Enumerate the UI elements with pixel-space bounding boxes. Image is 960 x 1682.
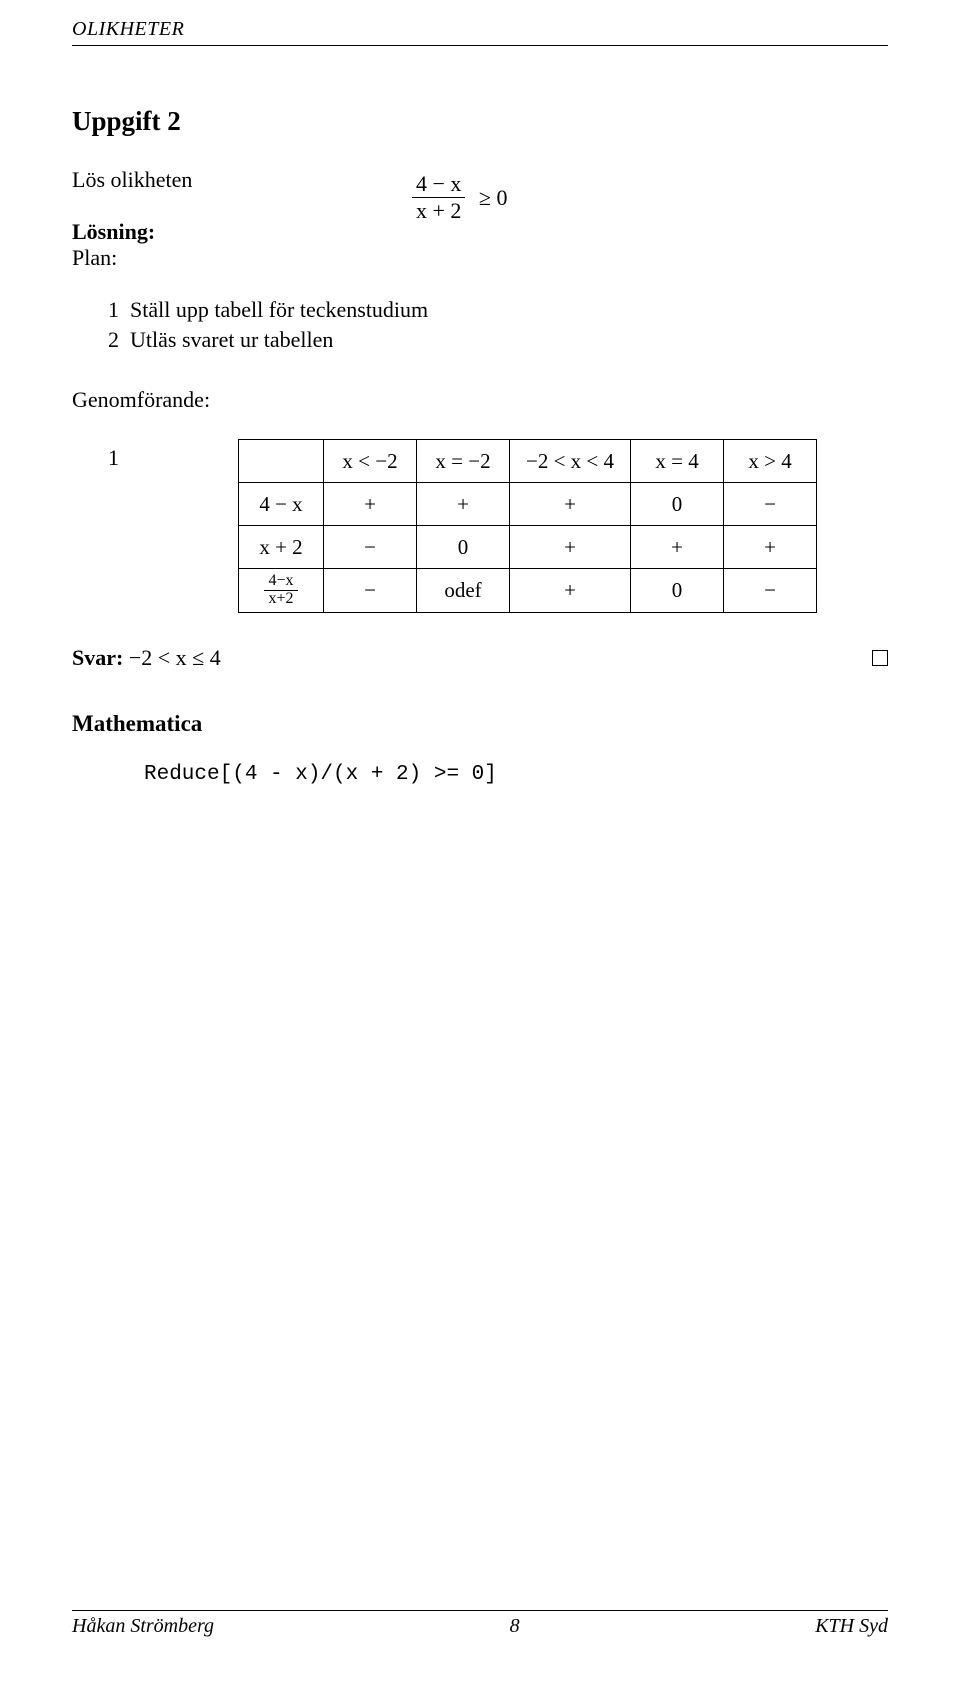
footer-author: Håkan Strömberg	[72, 1615, 214, 1638]
cell: 0	[631, 569, 724, 613]
table-row: 4 − x + + + 0 −	[239, 483, 817, 526]
qed-box-icon	[872, 650, 888, 666]
answer-expression: −2 < x ≤ 4	[129, 645, 221, 670]
problem-intro: Lös olikheten	[72, 167, 292, 193]
cell: +	[417, 483, 510, 526]
cell: +	[510, 526, 631, 569]
table-row: x + 2 − 0 + + +	[239, 526, 817, 569]
table-header-row: x < −2 x = −2 −2 < x < 4 x = 4 x > 4	[239, 440, 817, 483]
top-rule	[72, 45, 888, 46]
procedure-label: Genomförande:	[72, 387, 888, 413]
cell: 0	[417, 526, 510, 569]
cell: +	[510, 483, 631, 526]
plan-item: Utläs svaret ur tabellen	[130, 327, 333, 352]
row-label: x + 2	[239, 526, 324, 569]
cell: −	[724, 569, 817, 613]
cell: −	[324, 569, 417, 613]
sign-table: x < −2 x = −2 −2 < x < 4 x = 4 x > 4 4 −…	[238, 439, 817, 613]
footer-institution: KTH Syd	[815, 1615, 888, 1638]
running-head: OLIKHETER	[72, 18, 888, 43]
cell: +	[724, 526, 817, 569]
mathematica-heading: Mathematica	[72, 711, 888, 737]
cell: +	[631, 526, 724, 569]
solution-label: Lösning:	[72, 219, 155, 244]
cell: +	[510, 569, 631, 613]
cell: odef	[417, 569, 510, 613]
page-footer: Håkan Strömberg 8 KTH Syd	[72, 1610, 888, 1638]
bottom-rule	[72, 1610, 888, 1611]
col-header: x < −2	[324, 440, 417, 483]
cell: +	[324, 483, 417, 526]
code-line: Reduce[(4 - x)/(x + 2) >= 0]	[72, 763, 888, 786]
cell: 0	[631, 483, 724, 526]
formula-numerator: 4 − x	[412, 171, 465, 198]
col-header: x = 4	[631, 440, 724, 483]
plan-item: Ställ upp tabell för teckenstudium	[130, 297, 428, 322]
formula-relation: ≥ 0	[471, 185, 508, 211]
formula-denominator: x + 2	[412, 198, 465, 224]
exercise-title: Uppgift 2	[72, 106, 888, 137]
col-header: x = −2	[417, 440, 510, 483]
col-header: −2 < x < 4	[510, 440, 631, 483]
plan-list: 1Ställ upp tabell för teckenstudium 2Utl…	[72, 297, 888, 353]
row-label-fraction: 4−x x+2	[239, 569, 324, 613]
col-header: x > 4	[724, 440, 817, 483]
cell: −	[324, 526, 417, 569]
row-label: 4 − x	[239, 483, 324, 526]
main-inequality: 4 − x x + 2 ≥ 0	[292, 167, 508, 225]
table-row: 4−x x+2 − odef + 0 −	[239, 569, 817, 613]
plan-label: Plan:	[72, 245, 292, 271]
cell: −	[724, 483, 817, 526]
step-number: 1	[72, 439, 168, 471]
footer-page-number: 8	[510, 1615, 520, 1638]
answer-label: Svar:	[72, 645, 123, 670]
